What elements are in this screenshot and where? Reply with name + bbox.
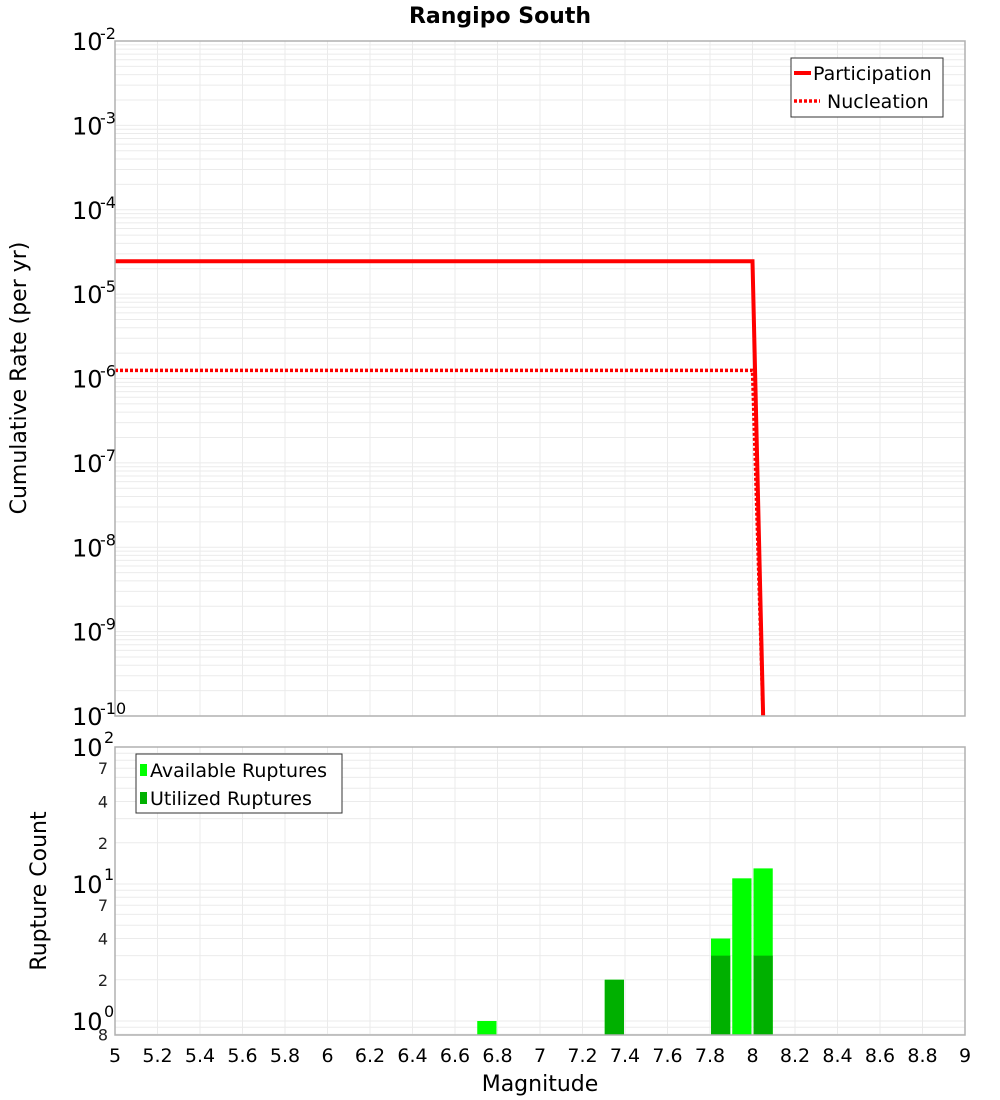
rupture-plot-bars [477,868,773,1035]
y-tick-exponent: -7 [100,446,116,465]
available-ruptures-bar [732,878,752,1035]
utilized-ruptures-bar [753,955,773,1035]
x-axis-label: Magnitude [482,1072,599,1097]
x-tick-label: 6.4 [397,1045,427,1067]
y-tick-exponent: -6 [100,362,116,381]
rate-plot-grid [114,41,966,717]
x-tick-label: 9 [959,1045,971,1067]
x-tick-label: 8.2 [780,1045,810,1067]
y-tick-label: 10 [72,619,103,647]
available-legend-swatch [140,764,147,776]
legend-nucleation: Nucleation [827,91,929,113]
x-ticks: 5 5.2 5.4 5.6 5.8 6 6.2 6.4 6.6 6.8 7 7.2 7.4 7.6 7.8 8… [109,1045,971,1067]
y-tick-exponent: 2 [104,728,114,747]
rate-plot-y-ticks: 10-210-310-410-510-610-710-810-910-10 [72,24,126,731]
legend-participation: Participation [813,63,932,85]
x-tick-label: 8.8 [907,1045,937,1067]
available-ruptures-bar [477,1021,497,1035]
y-tick-label: 10 [72,366,103,394]
x-tick-label: 7.6 [652,1045,682,1067]
legend-box [790,57,944,118]
rate-plot-legend: Participation Nucleation [790,57,944,118]
x-tick-label: 5.4 [185,1045,215,1067]
y-tick-label: 7 [98,896,108,915]
x-tick-label: 6 [321,1045,333,1067]
x-tick-label: 6.2 [355,1045,385,1067]
y-tick-label: 2 [98,834,108,853]
y-tick-label: 10 [72,450,103,478]
chart-title: Rangipo South [409,4,591,29]
y-tick-exponent: -10 [100,699,126,718]
x-tick-label: 5 [109,1045,121,1067]
y-tick-label: 10 [72,1008,103,1036]
x-tick-label: 6.6 [440,1045,470,1067]
y-tick-exponent: -9 [100,615,116,634]
y-tick-label: 10 [72,28,103,56]
nucleation-line [115,368,765,717]
utilized-ruptures-bar [604,979,624,1035]
x-tick-label: 6.8 [482,1045,512,1067]
y-tick-exponent: -5 [100,277,116,296]
y-tick-label: 10 [72,734,103,762]
x-tick-label: 7.4 [610,1045,640,1067]
y-tick-exponent: -3 [100,108,116,127]
y-tick-label: 7 [98,759,108,778]
legend-box [135,753,343,814]
legend-utilized: Utilized Ruptures [150,788,312,810]
y-tick-exponent: -2 [100,24,116,43]
y-tick-label: 8 [98,1025,108,1044]
y-tick-label: 2 [98,971,108,990]
x-tick-label: 7.8 [695,1045,725,1067]
x-tick-label: 8 [746,1045,758,1067]
x-tick-label: 5.6 [227,1045,257,1067]
y-tick-exponent: -4 [100,193,116,212]
y-tick-label: 4 [98,930,108,949]
rupture-plot-frame [114,746,966,1036]
rate-plot-y-label: Cumulative Rate (per yr) [7,242,32,515]
y-tick-label: 4 [98,793,108,812]
rupture-plot-legend: Available Ruptures Utilized Ruptures [135,753,343,814]
y-tick-label: 10 [72,112,103,140]
y-tick-exponent: 0 [104,1002,114,1021]
x-tick-label: 5.8 [270,1045,300,1067]
utilized-legend-swatch [140,792,147,804]
y-tick-label: 10 [72,871,103,899]
x-tick-label: 8.6 [865,1045,895,1067]
utilized-ruptures-bar [711,955,731,1035]
x-tick-label: 8.4 [822,1045,852,1067]
x-tick-label: 5.2 [142,1045,172,1067]
y-tick-label: 10 [72,703,103,731]
y-tick-exponent: -8 [100,530,116,549]
y-tick-label: 10 [72,281,103,309]
x-tick-label: 7 [534,1045,546,1067]
y-tick-exponent: 1 [104,865,114,884]
y-tick-label: 10 [72,534,103,562]
rate-plot-frame [114,40,966,717]
rate-plot-series [115,259,766,717]
rupture-plot-y-label: Rupture Count [27,811,52,971]
rate-plot: 10-210-310-410-510-610-710-810-910-10 Cu… [7,24,966,731]
legend-available: Available Ruptures [150,760,327,782]
y-tick-label: 10 [72,197,103,225]
x-tick-label: 7.2 [567,1045,597,1067]
